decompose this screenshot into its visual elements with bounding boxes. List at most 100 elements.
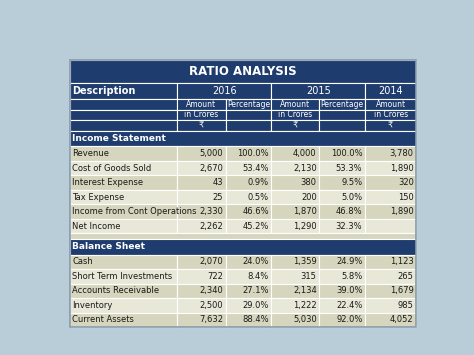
Bar — [177, 147, 226, 161]
Bar — [365, 298, 416, 313]
Text: 29.0%: 29.0% — [242, 301, 269, 310]
Bar — [226, 120, 271, 131]
Bar — [319, 255, 365, 269]
Bar — [319, 269, 365, 284]
Text: 1,290: 1,290 — [293, 222, 317, 231]
Text: 985: 985 — [398, 301, 414, 310]
Text: 2,670: 2,670 — [199, 164, 223, 173]
Text: ₹: ₹ — [388, 121, 393, 130]
Bar — [70, 255, 177, 269]
Bar — [365, 83, 416, 99]
Text: 24.9%: 24.9% — [336, 257, 363, 267]
Bar — [177, 204, 226, 219]
Bar — [319, 190, 365, 204]
Bar — [177, 99, 226, 110]
Bar — [226, 219, 271, 233]
Bar — [177, 120, 226, 131]
Bar — [70, 284, 177, 298]
Bar — [226, 269, 271, 284]
Bar — [70, 239, 416, 255]
Text: Percentage: Percentage — [320, 100, 364, 109]
Bar — [70, 83, 177, 99]
Text: 1,222: 1,222 — [293, 301, 317, 310]
Text: Interest Expense: Interest Expense — [72, 178, 143, 187]
Text: 0.9%: 0.9% — [247, 178, 269, 187]
Text: ₹: ₹ — [199, 121, 204, 130]
Bar — [319, 161, 365, 175]
Bar — [177, 190, 226, 204]
Bar — [226, 313, 271, 327]
Bar — [177, 110, 226, 120]
Text: 5,000: 5,000 — [200, 149, 223, 158]
Text: 27.1%: 27.1% — [242, 286, 269, 295]
Text: 9.5%: 9.5% — [341, 178, 363, 187]
Text: 88.4%: 88.4% — [242, 315, 269, 324]
Text: Description: Description — [72, 86, 136, 96]
Bar — [319, 120, 365, 131]
Text: Amount: Amount — [375, 100, 406, 109]
Bar — [226, 298, 271, 313]
Text: 1,359: 1,359 — [293, 257, 317, 267]
Bar — [365, 99, 416, 110]
Text: Cost of Goods Sold: Cost of Goods Sold — [72, 164, 151, 173]
Text: 265: 265 — [398, 272, 414, 281]
Bar — [365, 269, 416, 284]
Bar — [271, 161, 319, 175]
Bar — [226, 110, 271, 120]
Text: Short Term Investments: Short Term Investments — [72, 272, 173, 281]
Text: 2,330: 2,330 — [199, 207, 223, 216]
Text: 8.4%: 8.4% — [247, 272, 269, 281]
Bar — [226, 284, 271, 298]
Text: 7,632: 7,632 — [199, 315, 223, 324]
Text: Income Statement: Income Statement — [72, 134, 166, 143]
Text: Balance Sheet: Balance Sheet — [72, 242, 145, 251]
Bar — [365, 219, 416, 233]
Text: 53.3%: 53.3% — [336, 164, 363, 173]
Bar — [365, 313, 416, 327]
Text: 53.4%: 53.4% — [242, 164, 269, 173]
Text: in Crores: in Crores — [184, 110, 219, 119]
Bar — [271, 269, 319, 284]
Bar — [70, 269, 177, 284]
Text: 5.8%: 5.8% — [341, 272, 363, 281]
Bar — [271, 190, 319, 204]
Text: 1,679: 1,679 — [390, 286, 414, 295]
Text: ₹: ₹ — [292, 121, 298, 130]
Bar — [177, 255, 226, 269]
Bar — [271, 120, 319, 131]
Bar — [70, 131, 416, 147]
Text: 315: 315 — [301, 272, 317, 281]
Text: 380: 380 — [301, 178, 317, 187]
Bar — [70, 175, 177, 190]
Text: 22.4%: 22.4% — [336, 301, 363, 310]
Bar — [365, 284, 416, 298]
Bar — [177, 269, 226, 284]
Bar — [365, 255, 416, 269]
Text: Accounts Receivable: Accounts Receivable — [72, 286, 159, 295]
Text: 46.6%: 46.6% — [242, 207, 269, 216]
Text: 320: 320 — [398, 178, 414, 187]
Text: 2,262: 2,262 — [199, 222, 223, 231]
Bar — [226, 255, 271, 269]
Bar — [319, 175, 365, 190]
Text: Cash: Cash — [72, 257, 93, 267]
Bar — [177, 298, 226, 313]
Text: 5.0%: 5.0% — [341, 193, 363, 202]
Text: 5,030: 5,030 — [293, 315, 317, 324]
Bar — [365, 110, 416, 120]
Bar — [177, 83, 271, 99]
Bar — [70, 313, 177, 327]
Text: 100.0%: 100.0% — [331, 149, 363, 158]
Text: 722: 722 — [207, 272, 223, 281]
Text: 2,070: 2,070 — [199, 257, 223, 267]
Bar — [271, 284, 319, 298]
Text: 1,890: 1,890 — [390, 207, 414, 216]
Bar — [177, 161, 226, 175]
Bar — [226, 190, 271, 204]
Bar — [271, 99, 319, 110]
Text: Net Income: Net Income — [72, 222, 120, 231]
Bar — [226, 204, 271, 219]
Text: 43: 43 — [212, 178, 223, 187]
Text: 46.8%: 46.8% — [336, 207, 363, 216]
Bar — [177, 313, 226, 327]
